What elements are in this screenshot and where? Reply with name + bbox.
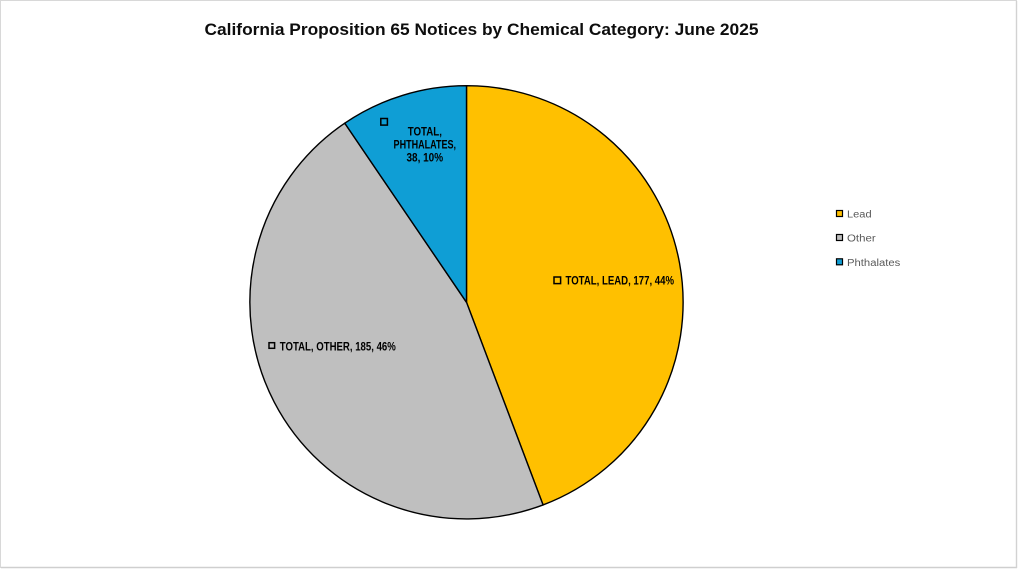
- svg-text:Other: Other: [847, 234, 876, 245]
- svg-text:Lead: Lead: [847, 210, 872, 221]
- svg-text:California Proposition 65 Noti: California Proposition 65 Notices by Che…: [205, 21, 759, 39]
- svg-text:TOTAL, LEAD, 177, 44%: TOTAL, LEAD, 177, 44%: [566, 274, 675, 288]
- svg-text:TOTAL, OTHER, 185, 46%: TOTAL, OTHER, 185, 46%: [280, 339, 396, 353]
- svg-text:PHTHALATES,: PHTHALATES,: [394, 138, 457, 152]
- svg-text:Phthalates: Phthalates: [847, 258, 900, 269]
- svg-text:38, 10%: 38, 10%: [407, 150, 444, 164]
- svg-text:TOTAL,: TOTAL,: [408, 124, 442, 138]
